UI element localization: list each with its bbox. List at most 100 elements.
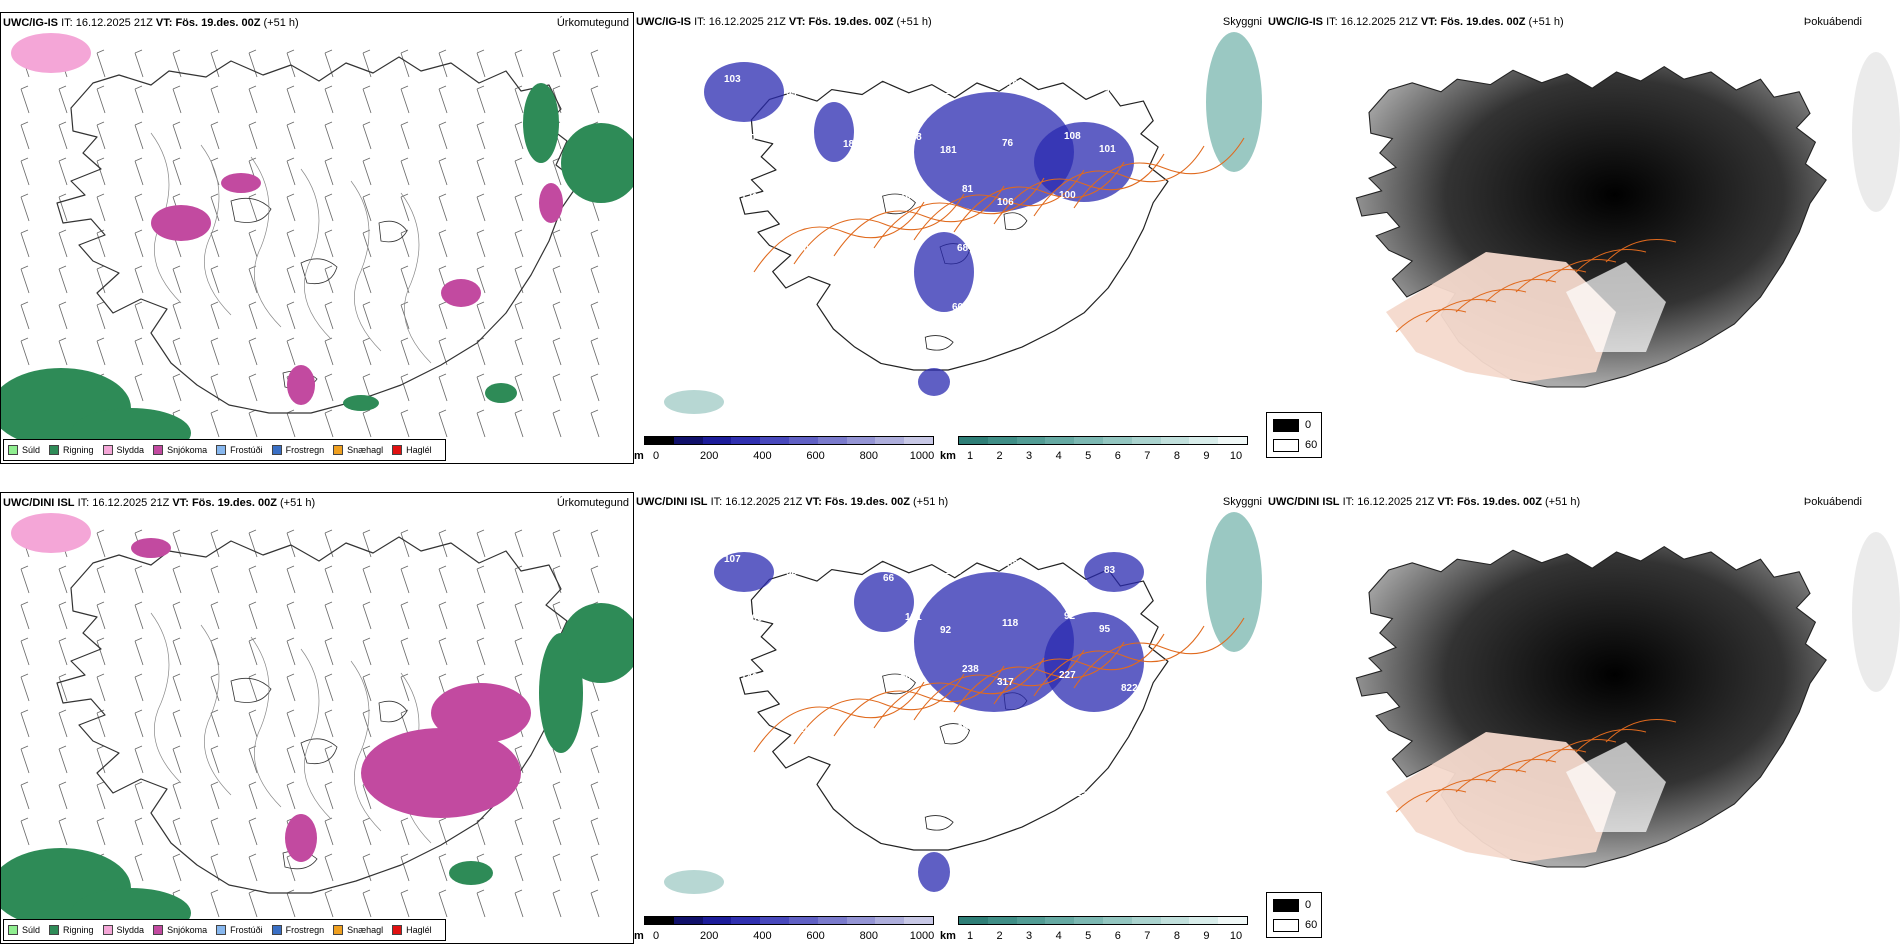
low-cloud-area xyxy=(914,232,974,312)
colorbar-tick: 7 xyxy=(1144,450,1151,462)
cloud-base-value: 61 xyxy=(895,250,907,261)
lowland-area xyxy=(1386,732,1616,862)
cloud-base-value: 119 xyxy=(781,146,798,157)
cloud-base-value: 66 xyxy=(883,573,895,584)
panel-header: UWC/DINI ISL IT: 16.12.2025 21Z VT: Fös.… xyxy=(3,497,316,509)
cloud-base-value: 108 xyxy=(905,132,922,143)
cloud-base-value: 103 xyxy=(843,619,860,630)
cloud-base-value: 124 xyxy=(848,80,865,91)
colorbar-tick: 8 xyxy=(1173,930,1180,942)
colorbar-tick: 1000 xyxy=(909,930,935,942)
colorbar-unit: km xyxy=(940,930,956,942)
cloud-base-value: 100 xyxy=(746,613,763,624)
legend-item: Snæhagl xyxy=(333,445,383,455)
cloud-base-value: 227 xyxy=(1059,670,1076,681)
legend-label: Snjókoma xyxy=(167,925,208,935)
low-cloud-area xyxy=(714,552,774,592)
rain-area xyxy=(539,633,583,753)
legend-swatch xyxy=(8,925,18,935)
panel-header: UWC/DINI ISL IT: 16.12.2025 21Z VT: Fös.… xyxy=(1268,496,1581,508)
fog-key-value: 0 xyxy=(1305,899,1312,911)
snow-area xyxy=(539,183,563,223)
panel-header: UWC/IG-IS IT: 16.12.2025 21Z VT: Fös. 19… xyxy=(1268,16,1564,28)
cloud-base-value: 140 xyxy=(741,672,758,683)
legend-swatch xyxy=(216,445,227,455)
cloud-base-value: 90 xyxy=(1104,85,1116,96)
cloud-base-value: 94 xyxy=(786,87,798,98)
legend-item: Slydda xyxy=(102,925,144,935)
legend-item: Haglél xyxy=(392,445,432,455)
road xyxy=(1485,279,1557,303)
cloud-visibility-map-row2: 107 98 187 66 188 88 106 83 100 113 103 101 92 118 92 9… xyxy=(634,492,1264,944)
colorbar-tick: 800 xyxy=(859,450,878,462)
cloud-base-value: 140 xyxy=(736,251,753,262)
legend-swatch xyxy=(271,445,282,455)
low-visibility-area xyxy=(1206,512,1262,652)
legend-label: Snjókoma xyxy=(167,445,208,455)
low-cloud-area xyxy=(914,92,1074,212)
colorbar-strip xyxy=(644,916,934,925)
offshore-fog xyxy=(1852,532,1900,692)
cloud-base-value: 311 xyxy=(758,790,775,801)
road xyxy=(753,681,925,753)
cloud-base-value: 145 xyxy=(1014,775,1031,786)
colorbar-tick: 0 xyxy=(652,930,660,942)
cloud-base-value: 304 xyxy=(855,296,872,307)
cloud-base-value: 108 xyxy=(1007,79,1024,90)
cloud-base-value: 36 xyxy=(952,782,964,793)
colorbar-tick: 10 xyxy=(1229,450,1243,462)
iceland-cloud-map: 103 94 124 103 107 108 100 90 87 119 180 108 181 76 10… xyxy=(664,32,1262,414)
road xyxy=(1395,789,1467,813)
legend-item: Súld xyxy=(8,925,40,935)
colorbar-tick: 3 xyxy=(1026,930,1033,942)
road xyxy=(1605,719,1677,743)
low-cloud-area xyxy=(918,852,950,892)
cloud-base-value: 104 xyxy=(860,737,877,748)
colorbar-tick: 600 xyxy=(806,930,825,942)
road xyxy=(1455,289,1527,313)
colorbar-tick: 6 xyxy=(1114,450,1121,462)
colorbar-tick: 9 xyxy=(1203,450,1210,462)
fog-index-map-row1: UWC/IG-IS IT: 16.12.2025 21Z VT: Fös. 19… xyxy=(1266,12,1900,464)
cloud-base-value: 87 xyxy=(746,133,758,144)
road xyxy=(1425,779,1497,803)
cloud-base-value: 106 xyxy=(997,197,1014,208)
cloud-base-value: 57 xyxy=(1054,249,1066,260)
road xyxy=(1033,625,1205,697)
sleet-area xyxy=(11,513,91,553)
snow-area xyxy=(285,814,317,862)
colorbar-tick: 600 xyxy=(806,450,825,462)
colorbar-tick: 4 xyxy=(1055,450,1062,462)
road xyxy=(993,633,1165,705)
precip-type-map-row1: UWC/IG-IS IT: 16.12.2025 21Z VT: Fös. 19… xyxy=(0,12,634,464)
legend-swatch xyxy=(271,925,282,935)
cloud-base-value: 354 xyxy=(1054,729,1071,740)
colorbar-tick: 2 xyxy=(996,450,1003,462)
road xyxy=(1515,749,1587,773)
cloud-base-value: 42 xyxy=(1014,295,1026,306)
panel-type-label: Úrkomutegund xyxy=(556,497,629,509)
cloud-base-value: 80 xyxy=(917,309,929,320)
iceland-cloud-map: 107 98 187 66 188 88 106 83 100 113 103 101 92 118 92 9… xyxy=(664,512,1262,894)
snow-area xyxy=(361,728,521,818)
precip-legend: Súld Rigning Slydda Snjókoma Frostúði Frostre… xyxy=(3,919,446,941)
cloud-base-value: 127 xyxy=(1121,203,1138,214)
snow-area xyxy=(441,279,481,307)
cloud-base-value: 76 xyxy=(1002,138,1014,149)
panel-header: UWC/IG-IS IT: 16.12.2025 21Z VT: Fös. 19… xyxy=(636,16,932,28)
cloud-base-value: 64 xyxy=(758,310,770,321)
cloud-base-value: 60 xyxy=(952,302,964,313)
cloud-base-value: 317 xyxy=(997,677,1014,688)
road xyxy=(873,657,1045,729)
road xyxy=(1033,145,1205,217)
legend-label: Snæhagl xyxy=(347,925,384,935)
road xyxy=(1575,249,1647,273)
fog-key-swatch xyxy=(1273,919,1299,932)
legend-label: Snæhagl xyxy=(347,445,384,455)
cloud-base-value: 98 xyxy=(786,567,798,578)
cloud-base-value: 107 xyxy=(736,731,753,742)
colorbar-unit: m xyxy=(634,450,644,462)
fog-index-map-row2: UWC/DINI ISL IT: 16.12.2025 21Z VT: Fös.… xyxy=(1266,492,1900,944)
panel-header: UWC/IG-IS IT: 16.12.2025 21Z VT: Fös. 19… xyxy=(3,17,299,29)
colorbar-tick: 5 xyxy=(1085,930,1092,942)
